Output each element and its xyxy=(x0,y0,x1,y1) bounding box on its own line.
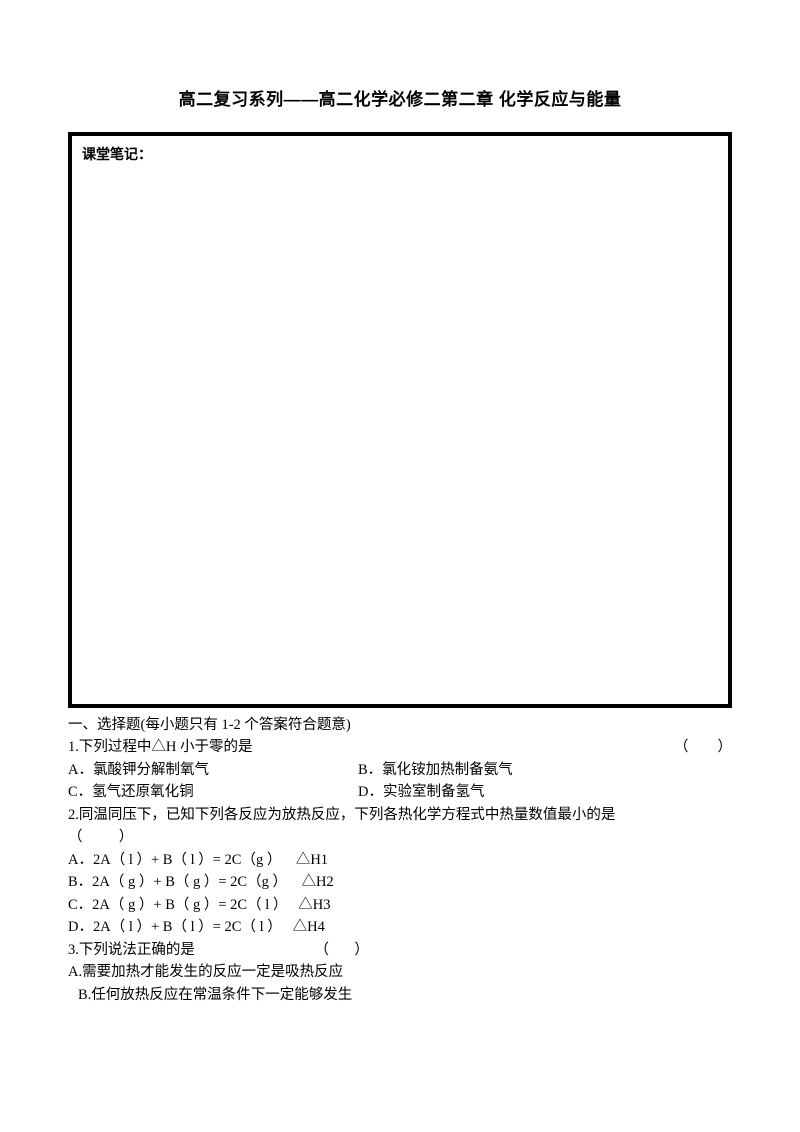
notes-box: 课堂笔记： xyxy=(68,132,732,708)
q3-stem: 3.下列说法正确的是 xyxy=(68,942,195,958)
q3-stem-row: 3.下列说法正确的是 （ ） xyxy=(68,939,732,961)
q1-optD: D．实验室制备氢气 xyxy=(358,781,732,803)
q2-optD: D．2A（ l ）+ B（ l ）= 2C（ l ） △H4 xyxy=(68,916,732,938)
q3-optA: A.需要加热才能发生的反应一定是吸热反应 xyxy=(68,961,732,983)
q3-paren: （ ） xyxy=(315,942,369,958)
q1-stem: 1.下列过程中△H 小于零的是 xyxy=(68,736,252,758)
q1-optC: C．氢气还原氧化铜 xyxy=(68,781,358,803)
q1-stem-row: 1.下列过程中△H 小于零的是 （ ） xyxy=(68,736,732,758)
q2-stem: 2.同温同压下，已知下列各反应为放热反应，下列各热化学方程式中热量数值最小的是 xyxy=(68,804,732,826)
page-title: 高二复习系列——高二化学必修二第二章 化学反应与能量 xyxy=(68,85,732,110)
q1-paren: （ ） xyxy=(674,736,732,758)
document-page: 高二复习系列——高二化学必修二第二章 化学反应与能量 课堂笔记： 一、选择题(每… xyxy=(0,0,800,1132)
q3-optB: B.任何放热反应在常温条件下一定能够发生 xyxy=(68,984,732,1006)
q1-optA: A．氯酸钾分解制氧气 xyxy=(68,759,358,781)
q1-options-row1: A．氯酸钾分解制氧气 B．氯化铵加热制备氨气 xyxy=(68,759,732,781)
q2-paren: （ ） xyxy=(68,826,732,848)
q2-optA: A．2A（ l ）+ B（ l ）= 2C（g ） △H1 xyxy=(68,849,732,871)
q3-spacer xyxy=(195,942,315,958)
q1-optB: B．氯化铵加热制备氨气 xyxy=(358,759,732,781)
question-content: 一、选择题(每小题只有 1-2 个答案符合题意) 1.下列过程中△H 小于零的是… xyxy=(68,714,732,1006)
q1-options-row2: C．氢气还原氧化铜 D．实验室制备氢气 xyxy=(68,781,732,803)
q2-optB: B．2A（ g ）+ B（ g ）= 2C（g ） △H2 xyxy=(68,871,732,893)
q2-optC: C．2A（ g ）+ B（ g ）= 2C（ l ） △H3 xyxy=(68,894,732,916)
notes-label: 课堂笔记： xyxy=(82,144,718,164)
section-heading: 一、选择题(每小题只有 1-2 个答案符合题意) xyxy=(68,714,732,736)
